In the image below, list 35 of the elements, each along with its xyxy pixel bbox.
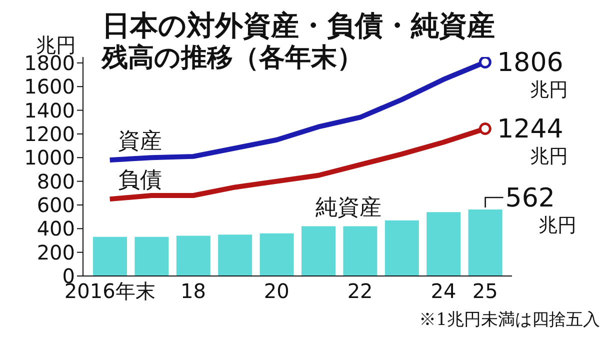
bar xyxy=(134,236,169,276)
x-tick-label: 25 xyxy=(472,279,498,304)
x-tick-label: 24 xyxy=(430,279,456,304)
bar xyxy=(260,233,294,276)
bar xyxy=(426,212,461,276)
y-tick-label: 600 xyxy=(36,193,75,218)
x-tick-label: 18 xyxy=(180,279,206,304)
series-label: 純資産 xyxy=(316,195,382,220)
text: 兆円 xyxy=(530,146,568,168)
y-tick-label: 1400 xyxy=(24,98,75,122)
y-tick-label: 400 xyxy=(36,216,75,241)
x-tick-label: 20 xyxy=(264,279,290,304)
text: 兆円 xyxy=(530,79,568,102)
bar xyxy=(218,234,252,276)
y-tick-label: 200 xyxy=(36,240,75,264)
chart-title: 日本の対外資産・負債・純資産 xyxy=(102,9,495,42)
y-tick-label: 800 xyxy=(36,169,75,194)
series-label: 資産 xyxy=(118,128,162,154)
y-tick-label: 1600 xyxy=(24,74,75,99)
text: ※1兆円未満は四捨五入 xyxy=(419,309,600,331)
bar xyxy=(93,236,127,276)
bar xyxy=(468,209,502,276)
series-label: 負債 xyxy=(118,168,162,194)
x-tick-label: 22 xyxy=(347,279,373,304)
bar xyxy=(343,226,378,276)
data-label: 1806 xyxy=(497,48,564,78)
y-tick-label: 1000 xyxy=(24,146,75,170)
bar xyxy=(384,220,419,276)
bar xyxy=(176,236,210,276)
data-label: 1244 xyxy=(497,114,564,145)
data-label: 562 xyxy=(505,183,555,214)
chart-subtitle: 残高の推移（各年末） xyxy=(102,42,364,74)
bar xyxy=(302,226,336,276)
y-tick-label: 1200 xyxy=(24,122,75,146)
text: 兆円 xyxy=(538,214,576,236)
